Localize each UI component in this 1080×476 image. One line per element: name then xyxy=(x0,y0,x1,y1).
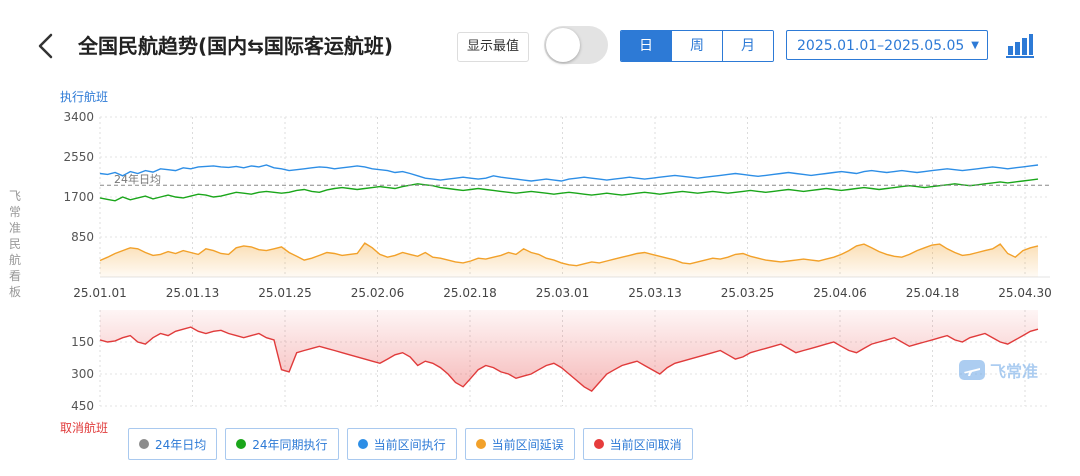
y-tick-label: 3400 xyxy=(63,110,94,124)
legend-sameperiod24[interactable]: 24年同期执行 xyxy=(225,428,339,460)
legend-dot xyxy=(475,439,486,449)
x-tick-label: 25.03.25 xyxy=(721,286,774,300)
x-tick-label: 25.04.18 xyxy=(906,286,959,300)
x-tick-label: 25.03.01 xyxy=(536,286,589,300)
tab-day[interactable]: 日 xyxy=(621,31,671,61)
legend-executed[interactable]: 当前区间执行 xyxy=(346,428,457,460)
legend-label: 当前区间延误 xyxy=(491,437,564,452)
legend-label: 24年同期执行 xyxy=(252,437,328,452)
legend-avg24[interactable]: 24年日均 xyxy=(128,428,218,460)
y-tick-label: 300 xyxy=(71,367,94,381)
show-extreme-label: 显示最值 xyxy=(457,32,530,62)
date-range-select[interactable]: 2025.01.01–2025.05.05 ▼ xyxy=(786,30,988,60)
x-tick-label: 25.03.13 xyxy=(628,286,681,300)
x-tick-label: 25.02.06 xyxy=(351,286,404,300)
back-arrow-icon[interactable] xyxy=(34,31,58,61)
delayed-line xyxy=(99,242,1039,267)
x-tick-label: 25.02.18 xyxy=(443,286,496,300)
y-tick-label: 2550 xyxy=(63,150,94,164)
toggle-knob xyxy=(546,28,580,62)
chevron-down-icon: ▼ xyxy=(971,40,979,51)
tab-week[interactable]: 周 xyxy=(671,31,722,61)
x-tick-label: 25.01.13 xyxy=(166,286,219,300)
legend-dot xyxy=(236,439,247,449)
legend: 24年日均 24年同期执行 当前区间执行 当前区间延误 当前区间取消 xyxy=(128,428,693,460)
side-label: 飞常准民航看板 xyxy=(8,189,21,299)
x-tick-label: 25.01.01 xyxy=(73,286,126,300)
cancelled-line xyxy=(99,326,1039,392)
delayed-area xyxy=(100,243,1038,277)
cancelled-area xyxy=(100,310,1038,392)
page-title: 全国民航趋势(国内⇆国际客运航班) xyxy=(78,34,394,58)
date-range-value: 2025.01.01–2025.05.05 xyxy=(797,38,965,54)
plane-logo-icon xyxy=(959,360,985,380)
x-tick-label: 25.04.06 xyxy=(813,286,866,300)
watermark-text: 飞常准 xyxy=(990,362,1039,381)
y-tick-label: 450 xyxy=(71,399,94,413)
legend-dot xyxy=(139,439,149,449)
legend-delayed[interactable]: 当前区间延误 xyxy=(464,428,575,460)
tab-month[interactable]: 月 xyxy=(722,31,773,61)
legend-dot xyxy=(593,439,604,449)
x-tick-label: 25.01.25 xyxy=(258,286,311,300)
executed-line xyxy=(99,164,1039,182)
y-tick-label: 1700 xyxy=(63,190,94,204)
bottom-chart-ylabel: 取消航班 xyxy=(60,421,109,435)
legend-cancelled[interactable]: 当前区间取消 xyxy=(582,428,693,460)
x-tick-label: 25.04.30 xyxy=(998,286,1051,300)
y-tick-label: 850 xyxy=(71,230,94,244)
avg24-label: 24年日均 xyxy=(114,172,161,186)
legend-label: 当前区间取消 xyxy=(609,437,682,452)
legend-dot xyxy=(357,439,368,449)
legend-label: 当前区间执行 xyxy=(373,437,446,452)
period-tabs: 日 周 月 xyxy=(620,30,774,62)
watermark: 飞常准 xyxy=(958,358,1038,382)
show-extreme-toggle[interactable] xyxy=(544,26,608,64)
legend-label: 24年日均 xyxy=(155,437,207,452)
y-tick-label: 150 xyxy=(71,335,94,349)
bar-chart-icon[interactable] xyxy=(1006,32,1034,58)
top-chart-ylabel: 执行航班 xyxy=(60,90,109,104)
sameperiod24-line xyxy=(99,178,1039,202)
